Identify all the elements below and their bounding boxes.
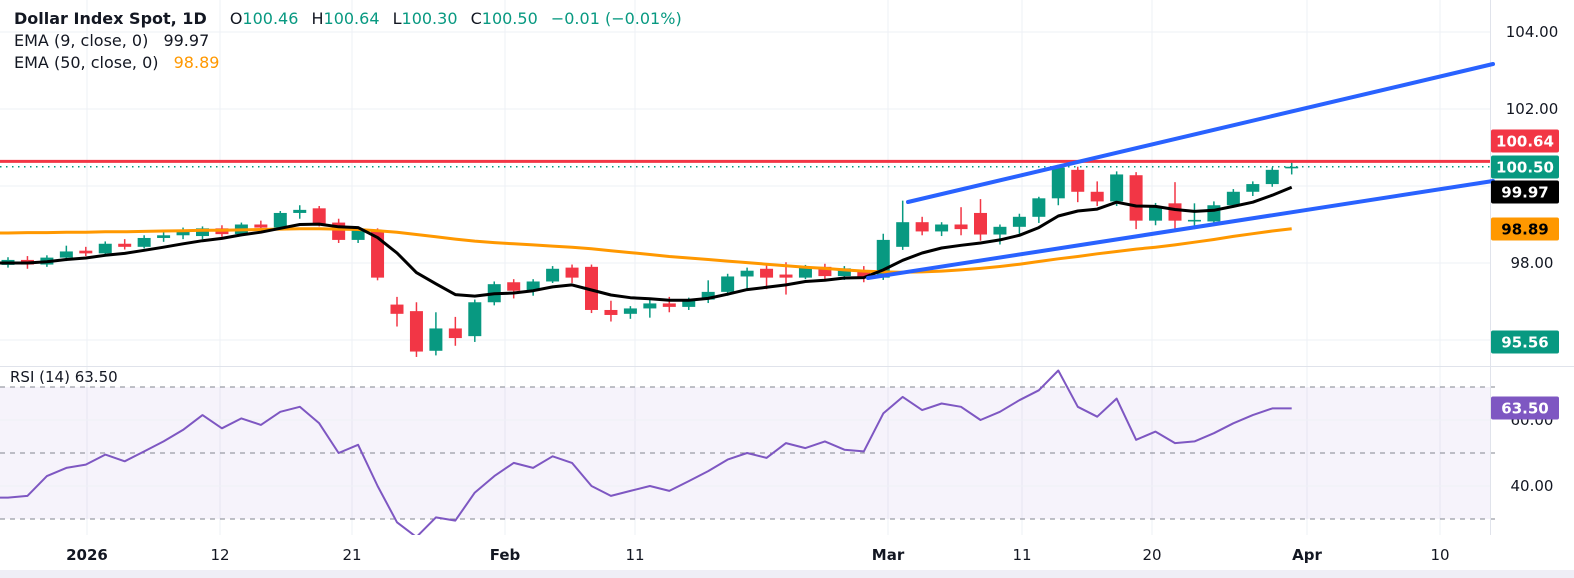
chart-legend: Dollar Index Spot, 1D O100.46 H100.64 L1… — [14, 8, 682, 74]
price-axis-label: 104.00 — [1505, 23, 1559, 41]
candle — [623, 306, 637, 319]
candle — [1071, 166, 1085, 203]
time-axis-label: 20 — [1142, 546, 1162, 564]
candle — [507, 279, 521, 299]
candle — [643, 299, 657, 318]
rsi-line — [0, 369, 1292, 539]
close-label: C — [470, 9, 482, 28]
high-label: H — [311, 9, 324, 28]
time-axis-label: 2026 — [66, 546, 108, 564]
candle — [468, 299, 482, 342]
ema50-value: 98.89 — [173, 53, 220, 72]
candle — [721, 273, 735, 296]
low-value: 100.30 — [401, 9, 458, 28]
candle — [1285, 161, 1299, 175]
candle — [1168, 182, 1182, 231]
candle — [1129, 172, 1143, 230]
candle — [974, 199, 987, 241]
ema9-badge: 99.97 — [1491, 180, 1559, 204]
price-axis-label: 98.00 — [1510, 254, 1554, 272]
price-axis-label: 102.00 — [1505, 100, 1559, 118]
rsi-legend-row[interactable]: RSI (14) 63.50 — [10, 368, 118, 386]
time-axis-label: Apr — [1292, 546, 1322, 564]
trendline-upper[interactable] — [906, 62, 1495, 204]
time-axis-label: 12 — [210, 546, 230, 564]
candle — [196, 226, 209, 240]
time-axis-label: Feb — [489, 546, 521, 564]
ema9-line[interactable] — [0, 185, 1293, 302]
candle — [1187, 203, 1201, 230]
candle — [1012, 213, 1026, 234]
candle — [137, 235, 151, 249]
candle — [293, 205, 307, 219]
rsi-label: RSI (14) — [10, 368, 70, 386]
ema50-line[interactable] — [0, 227, 1292, 274]
symbol-title: Dollar Index Spot, 1D — [14, 9, 207, 28]
candle — [779, 262, 793, 295]
candle — [409, 302, 423, 357]
low-label: L — [392, 9, 402, 28]
candle — [429, 312, 443, 356]
candle — [740, 267, 754, 290]
open-label: O — [229, 9, 243, 28]
rsi-value: 63.50 — [74, 368, 118, 386]
time-axis-label: 10 — [1430, 546, 1450, 564]
candle — [79, 246, 93, 257]
candle — [935, 222, 949, 237]
candle — [448, 316, 462, 346]
candle — [118, 239, 132, 250]
candle — [1226, 189, 1240, 208]
close-value: 100.50 — [481, 9, 538, 28]
price-axis-label: 40.00 — [1510, 477, 1554, 495]
candle — [760, 264, 774, 290]
candle — [157, 232, 171, 242]
candle — [1032, 196, 1046, 223]
candle — [98, 241, 112, 256]
time-axis-label: 11 — [625, 546, 645, 564]
last-price-badge: 100.50 — [1491, 155, 1559, 179]
price-axis[interactable]: 104.00 102.00 98.00 60.00 40.00 100.64 100.50 9… — [1490, 0, 1574, 535]
open-value: 100.46 — [242, 9, 299, 28]
rsi-value-badge: 63.50 — [1491, 396, 1559, 420]
ema9-legend-row[interactable]: EMA (9, close, 0) 99.97 — [14, 30, 682, 52]
bottom-toolbar-strip — [0, 570, 1574, 578]
trendline-lower[interactable] — [866, 179, 1495, 280]
high-value: 100.64 — [323, 9, 380, 28]
candle — [1090, 181, 1104, 207]
candle — [915, 216, 929, 236]
candle — [818, 263, 832, 280]
time-axis-label: Mar — [871, 546, 905, 564]
candle — [857, 266, 871, 283]
candle — [546, 266, 560, 284]
candle — [604, 300, 618, 322]
candle — [390, 296, 404, 327]
ema50-badge: 98.89 — [1491, 217, 1559, 241]
candle — [1051, 164, 1065, 206]
candle — [332, 218, 346, 243]
candle — [565, 264, 579, 284]
candle — [1265, 167, 1279, 187]
level-line-badge: 100.64 — [1491, 129, 1559, 153]
time-axis-label: 11 — [1012, 546, 1032, 564]
candle — [896, 200, 910, 250]
candle — [526, 279, 540, 296]
ema9-value: 99.97 — [163, 31, 210, 50]
candle — [1110, 171, 1124, 207]
candle — [1246, 181, 1260, 197]
ema50-label: EMA (50, close, 0) — [14, 53, 159, 72]
change-value: −0.01 (−0.01%) — [550, 9, 682, 28]
symbol-legend-row[interactable]: Dollar Index Spot, 1D O100.46 H100.64 L1… — [14, 8, 682, 30]
time-axis-label: 21 — [342, 546, 362, 564]
ema50-legend-row[interactable]: EMA (50, close, 0) 98.89 — [14, 52, 682, 74]
ema9-label: EMA (9, close, 0) — [14, 31, 149, 50]
period-low-badge: 95.56 — [1491, 330, 1559, 354]
candle — [954, 207, 968, 236]
